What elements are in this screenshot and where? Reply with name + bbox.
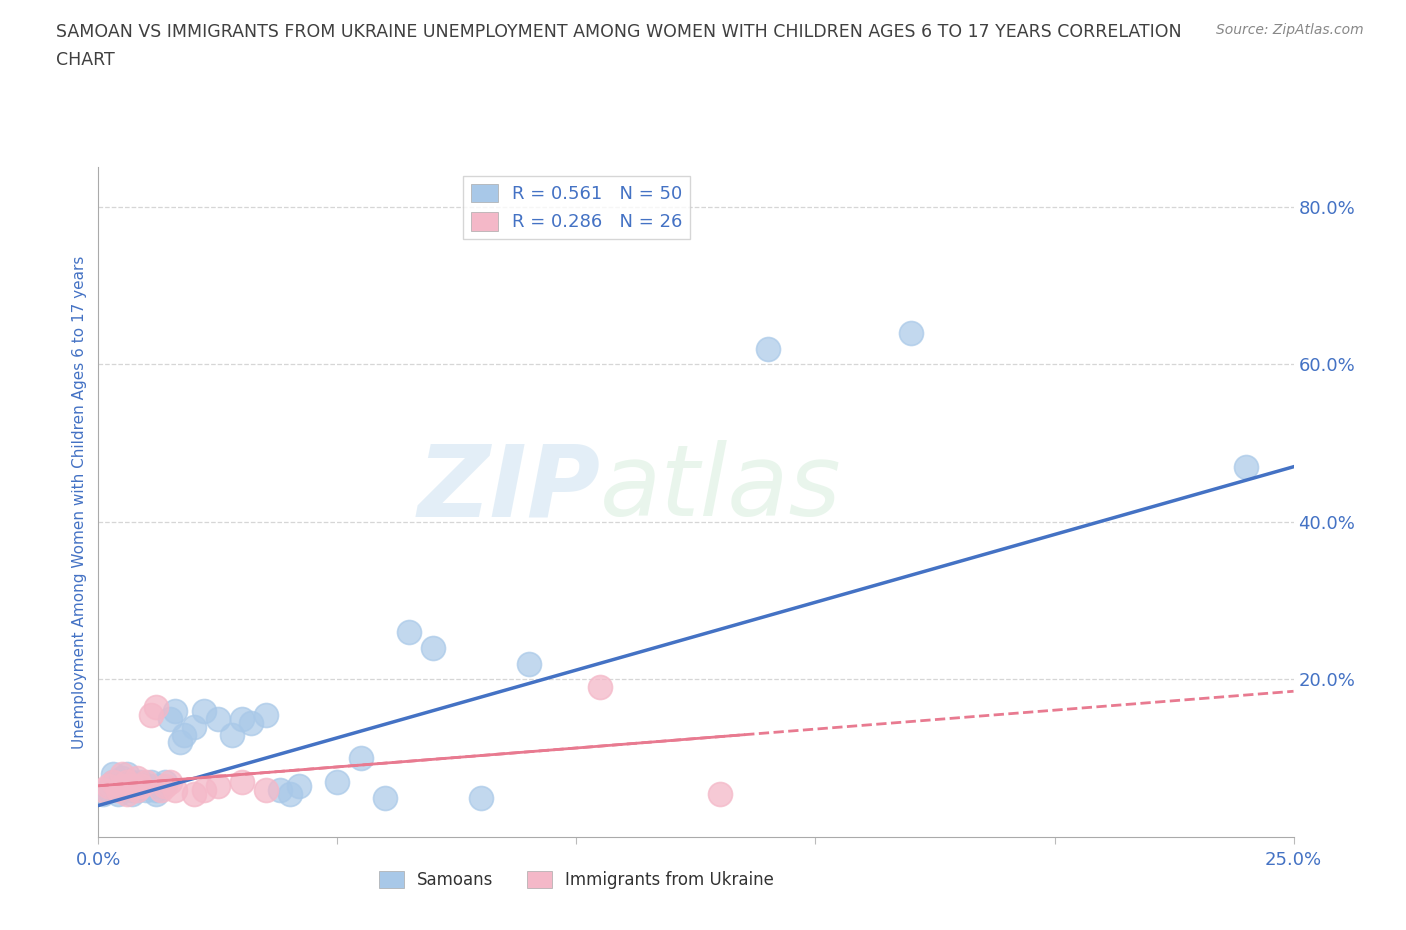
Point [135,778,157,793]
Point [145,786,167,801]
Point [163,782,186,797]
Point [159,711,181,726]
Point [121,775,143,790]
Point [101,775,124,790]
Text: SAMOAN VS IMMIGRANTS FROM UKRAINE UNEMPLOYMENT AMONG WOMEN WITH CHILDREN AGES 6 : SAMOAN VS IMMIGRANTS FROM UKRAINE UNEMPL… [56,23,1182,41]
Point [91,782,114,797]
Point [254,708,277,723]
Point [193,782,215,797]
Point [111,778,134,793]
Point [139,775,162,790]
Point [470,790,492,805]
Point [254,782,277,797]
Point [288,778,311,793]
Point [374,790,396,805]
Point [111,766,134,781]
Point [135,782,157,797]
Point [231,711,253,726]
Point [115,786,138,801]
Point [125,770,148,785]
Point [221,727,243,742]
Point [107,782,129,797]
Point [207,711,229,726]
Point [115,775,138,790]
Point [135,775,157,790]
Point [163,703,186,718]
Point [111,778,134,793]
Point [207,778,229,793]
Point [101,775,124,790]
Text: atlas: atlas [600,440,842,538]
Point [91,786,114,801]
Point [121,782,143,797]
Point [107,786,129,801]
Point [159,775,181,790]
Point [125,782,148,797]
Point [173,727,195,742]
Point [517,657,540,671]
Point [169,735,191,750]
Point [193,703,215,718]
Point [155,778,177,793]
Legend: Samoans, Immigrants from Ukraine: Samoans, Immigrants from Ukraine [373,864,780,896]
Point [139,778,162,793]
Point [1234,459,1257,474]
Y-axis label: Unemployment Among Women with Children Ages 6 to 17 years: Unemployment Among Women with Children A… [72,256,87,749]
Point [326,775,349,790]
Point [101,766,124,781]
Point [231,775,253,790]
Text: CHART: CHART [56,51,115,69]
Point [709,786,731,801]
Point [149,782,172,797]
Point [149,778,172,793]
Point [97,782,120,797]
Point [183,719,205,734]
Point [131,775,153,790]
Point [269,782,291,797]
Point [125,782,148,797]
Point [107,775,129,790]
Point [240,715,263,730]
Point [139,708,162,723]
Point [115,766,138,781]
Point [97,778,120,793]
Point [756,341,779,356]
Text: Source: ZipAtlas.com: Source: ZipAtlas.com [1216,23,1364,37]
Point [900,326,922,340]
Point [350,751,373,765]
Point [278,786,301,801]
Point [115,775,138,790]
Point [131,778,153,793]
Point [398,625,420,640]
Point [111,770,134,785]
Text: ZIP: ZIP [418,440,600,538]
Point [125,778,148,793]
Point [145,782,167,797]
Point [422,641,444,656]
Point [115,778,138,793]
Point [589,680,612,695]
Point [121,778,143,793]
Point [145,699,167,714]
Point [183,786,205,801]
Point [155,775,177,790]
Point [111,782,134,797]
Point [121,786,143,801]
